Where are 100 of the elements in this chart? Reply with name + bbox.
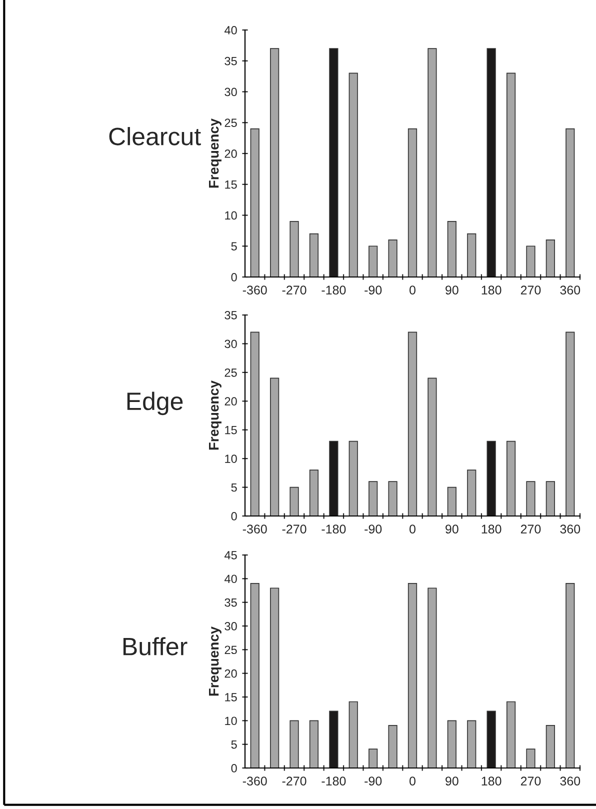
x-tick-label: -180 (322, 286, 346, 295)
bar (348, 701, 358, 768)
y-tick-label: 35 (224, 311, 237, 320)
x-tick-label: -90 (364, 776, 382, 786)
y-tick-label: 40 (224, 574, 237, 584)
y-tick-label: 30 (224, 622, 237, 630)
bar (526, 246, 536, 277)
x-tick-label: -180 (322, 776, 346, 786)
bar (270, 48, 280, 277)
y-tick-label: 15 (225, 180, 237, 189)
y-tick-label: 10 (225, 716, 237, 726)
bar (486, 440, 496, 516)
bar (546, 481, 555, 516)
x-tick-label: 270 (520, 776, 541, 786)
x-tick-label: -180 (322, 524, 346, 534)
y-axis-title: Frequency (209, 626, 222, 696)
y-tick-label: 20 (224, 150, 237, 158)
bar (348, 72, 358, 277)
y-tick-label: 0 (231, 273, 237, 282)
bar (467, 720, 476, 768)
x-tick-label: 270 (520, 524, 541, 534)
x-tick-label: -270 (282, 286, 306, 295)
bar (368, 481, 378, 516)
bar (329, 440, 338, 516)
y-tick-label: 40 (224, 26, 237, 34)
bar (428, 48, 437, 277)
y-tick-label: 30 (224, 340, 237, 348)
bar (486, 710, 496, 768)
bar (546, 240, 555, 277)
y-axis-title: Frequency (209, 380, 222, 450)
y-tick-label: 30 (224, 88, 237, 96)
text: Edge (127, 392, 183, 416)
x-tick-label: 180 (482, 524, 502, 534)
y-tick-label: 10 (225, 454, 237, 463)
bar (270, 378, 280, 516)
x-tick-label: -90 (364, 286, 382, 295)
bar (348, 440, 358, 516)
x-tick-label: 90 (446, 776, 458, 786)
bar (250, 128, 260, 277)
x-tick-label: -270 (282, 524, 306, 534)
bar (566, 582, 575, 768)
x-tick-label: 180 (482, 776, 502, 786)
y-tick-label: 15 (225, 426, 237, 434)
y-tick-label: 20 (224, 397, 237, 406)
x-tick-label: 180 (482, 286, 502, 295)
y-tick-label: 35 (224, 598, 237, 607)
bar (270, 588, 280, 768)
y-tick-label: 5 (231, 242, 237, 251)
y-tick-label: 5 (231, 740, 237, 749)
bar (506, 72, 516, 277)
bar (329, 48, 338, 277)
y-tick-label: 0 (231, 764, 237, 772)
bar (467, 470, 476, 516)
bar (368, 246, 378, 277)
bar (506, 701, 516, 768)
y-tick-label: 25 (224, 368, 237, 377)
bar (447, 486, 456, 516)
y-tick-label: 25 (224, 118, 237, 128)
x-tick-label: 90 (446, 524, 458, 534)
x-tick-label: 0 (410, 524, 416, 534)
bar (408, 332, 418, 516)
bar (329, 710, 338, 768)
bar (486, 48, 496, 277)
bar (428, 378, 437, 516)
x-tick-label: 0 (410, 286, 416, 295)
bar (388, 481, 398, 516)
bar (467, 233, 476, 277)
bar (526, 481, 536, 516)
text: Clearcut (109, 127, 201, 146)
bar (250, 582, 260, 768)
bar (388, 240, 398, 277)
bar (309, 470, 319, 516)
y-tick-label: 35 (224, 56, 237, 66)
bar (526, 748, 536, 768)
x-tick-label: 360 (560, 286, 580, 295)
y-tick-label: 5 (231, 483, 237, 492)
y-tick-label: 15 (225, 693, 237, 702)
x-tick-label: -360 (242, 524, 267, 534)
y-axis-title: Frequency (209, 118, 222, 188)
bar (250, 332, 260, 516)
x-tick-label: -360 (242, 286, 267, 295)
y-tick-label: 25 (224, 646, 237, 654)
bar (388, 724, 398, 768)
bar (566, 128, 575, 277)
bar (368, 748, 378, 768)
x-tick-label: -270 (282, 776, 306, 786)
bar (408, 582, 418, 768)
bar (428, 588, 437, 768)
x-tick-label: 0 (410, 776, 416, 786)
y-tick-label: 20 (224, 669, 237, 678)
bar (546, 724, 555, 768)
bar (408, 128, 418, 277)
y-tick-label: 10 (225, 211, 237, 220)
x-tick-label: 90 (446, 286, 458, 295)
bar (309, 720, 319, 768)
bar (506, 440, 516, 516)
y-tick-label: 45 (224, 551, 237, 560)
bar (290, 486, 299, 516)
x-tick-label: 270 (520, 286, 541, 295)
bar (290, 720, 299, 768)
